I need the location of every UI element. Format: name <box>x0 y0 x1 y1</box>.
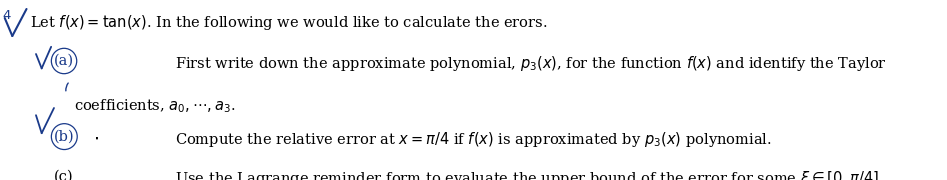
Text: $\cdot$: $\cdot$ <box>93 130 98 148</box>
Text: (c): (c) <box>54 169 74 180</box>
Text: First write down the approximate polynomial, $p_3(x)$, for the function $f(x)$ a: First write down the approximate polynom… <box>175 54 887 73</box>
Text: (b): (b) <box>54 130 75 144</box>
Text: (a): (a) <box>54 54 74 68</box>
Text: coefficients, $a_0, \cdots, a_3$.: coefficients, $a_0, \cdots, a_3$. <box>74 97 236 115</box>
Text: $4$: $4$ <box>2 9 11 22</box>
Text: Use the Lagrange reminder form to evaluate the upper bound of the error for some: Use the Lagrange reminder form to evalua… <box>175 169 884 180</box>
Text: Compute the relative error at $x = \pi/4$ if $f(x)$ is approximated by $p_3(x)$ : Compute the relative error at $x = \pi/4… <box>175 130 772 149</box>
Text: Let $f(x) = \tan(x)$. In the following we would like to calculate the erors.: Let $f(x) = \tan(x)$. In the following w… <box>30 13 547 32</box>
